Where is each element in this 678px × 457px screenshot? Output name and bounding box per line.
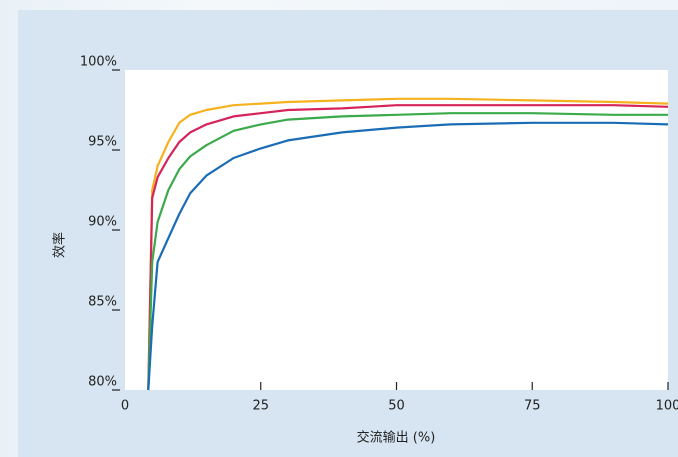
x-axis-label: 交流输出 (%) [357, 430, 436, 446]
x-tick-label: 0 [121, 399, 129, 414]
y-tick-label: 85% [88, 295, 117, 310]
line-series [147, 112, 668, 391]
y-tick-label: 80% [88, 375, 117, 390]
line-series [147, 121, 669, 391]
x-tick-label: 25 [252, 399, 269, 414]
x-tick-label: 75 [524, 399, 541, 414]
x-tick-label: 50 [388, 399, 405, 414]
line-series [147, 97, 669, 391]
y-tick-label: 95% [88, 135, 117, 150]
plot-area [125, 70, 668, 390]
y-tick-label: 90% [88, 215, 117, 230]
y-axis-label: 效率 [52, 232, 68, 258]
x-tick-label: 100 [656, 399, 678, 414]
y-tick-label: 100% [80, 55, 117, 70]
line-series [147, 104, 669, 391]
